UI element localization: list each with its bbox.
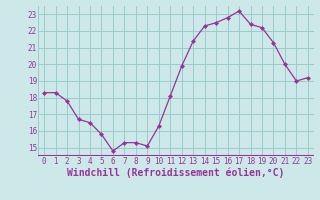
X-axis label: Windchill (Refroidissement éolien,°C): Windchill (Refroidissement éolien,°C) [67, 168, 285, 178]
